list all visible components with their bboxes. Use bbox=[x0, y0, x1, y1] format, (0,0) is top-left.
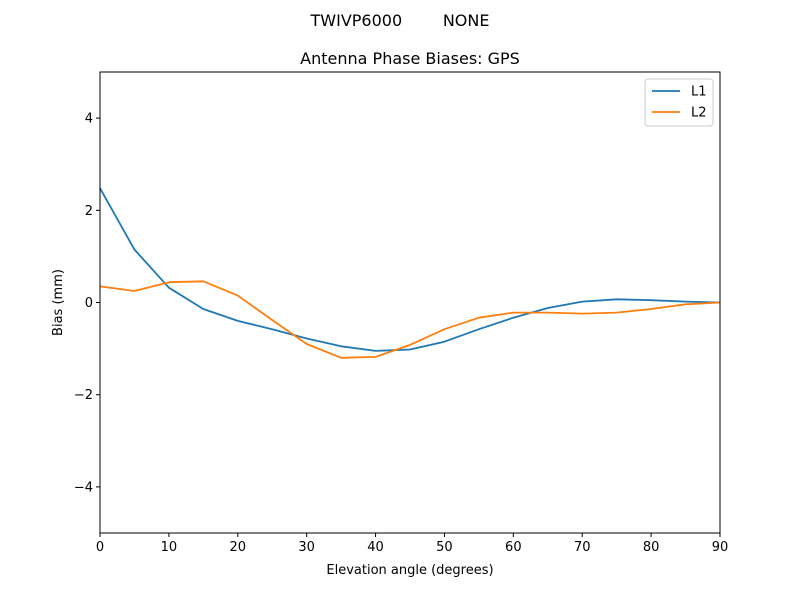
x-tick-label: 50 bbox=[436, 540, 453, 555]
series-line-l1 bbox=[99, 187, 721, 352]
legend-label-l1: L1 bbox=[691, 85, 707, 100]
x-tick-label: 40 bbox=[367, 540, 384, 555]
y-axis-ticks: −4 −2 0 2 4 bbox=[74, 112, 100, 495]
plot-frame bbox=[99, 71, 721, 534]
y-tick-label: −4 bbox=[74, 480, 93, 495]
y-tick-label: 2 bbox=[85, 204, 93, 219]
series-line-l2 bbox=[99, 280, 721, 359]
x-tick-label: 30 bbox=[298, 540, 315, 555]
x-tick-label: 70 bbox=[574, 540, 591, 555]
y-tick-label: 4 bbox=[85, 112, 93, 127]
x-axis-ticks: 0 10 20 30 40 50 60 70 80 90 bbox=[96, 533, 728, 555]
x-tick-label: 60 bbox=[505, 540, 522, 555]
x-tick-label: 90 bbox=[712, 540, 729, 555]
y-tick-label: −2 bbox=[74, 388, 93, 403]
x-axis-label: Elevation angle (degrees) bbox=[326, 563, 493, 578]
legend-label-l2: L2 bbox=[691, 106, 707, 121]
y-tick-label: 0 bbox=[85, 296, 93, 311]
x-tick-label: 10 bbox=[161, 540, 178, 555]
figure-suptitle: TWIVP6000 NONE bbox=[310, 11, 490, 30]
y-axis-label: Bias (mm) bbox=[51, 269, 66, 336]
x-tick-label: 0 bbox=[96, 540, 104, 555]
x-tick-label: 20 bbox=[230, 540, 247, 555]
series-layer bbox=[99, 187, 721, 359]
chart-title: Antenna Phase Biases: GPS bbox=[300, 49, 520, 68]
x-tick-label: 80 bbox=[643, 540, 660, 555]
